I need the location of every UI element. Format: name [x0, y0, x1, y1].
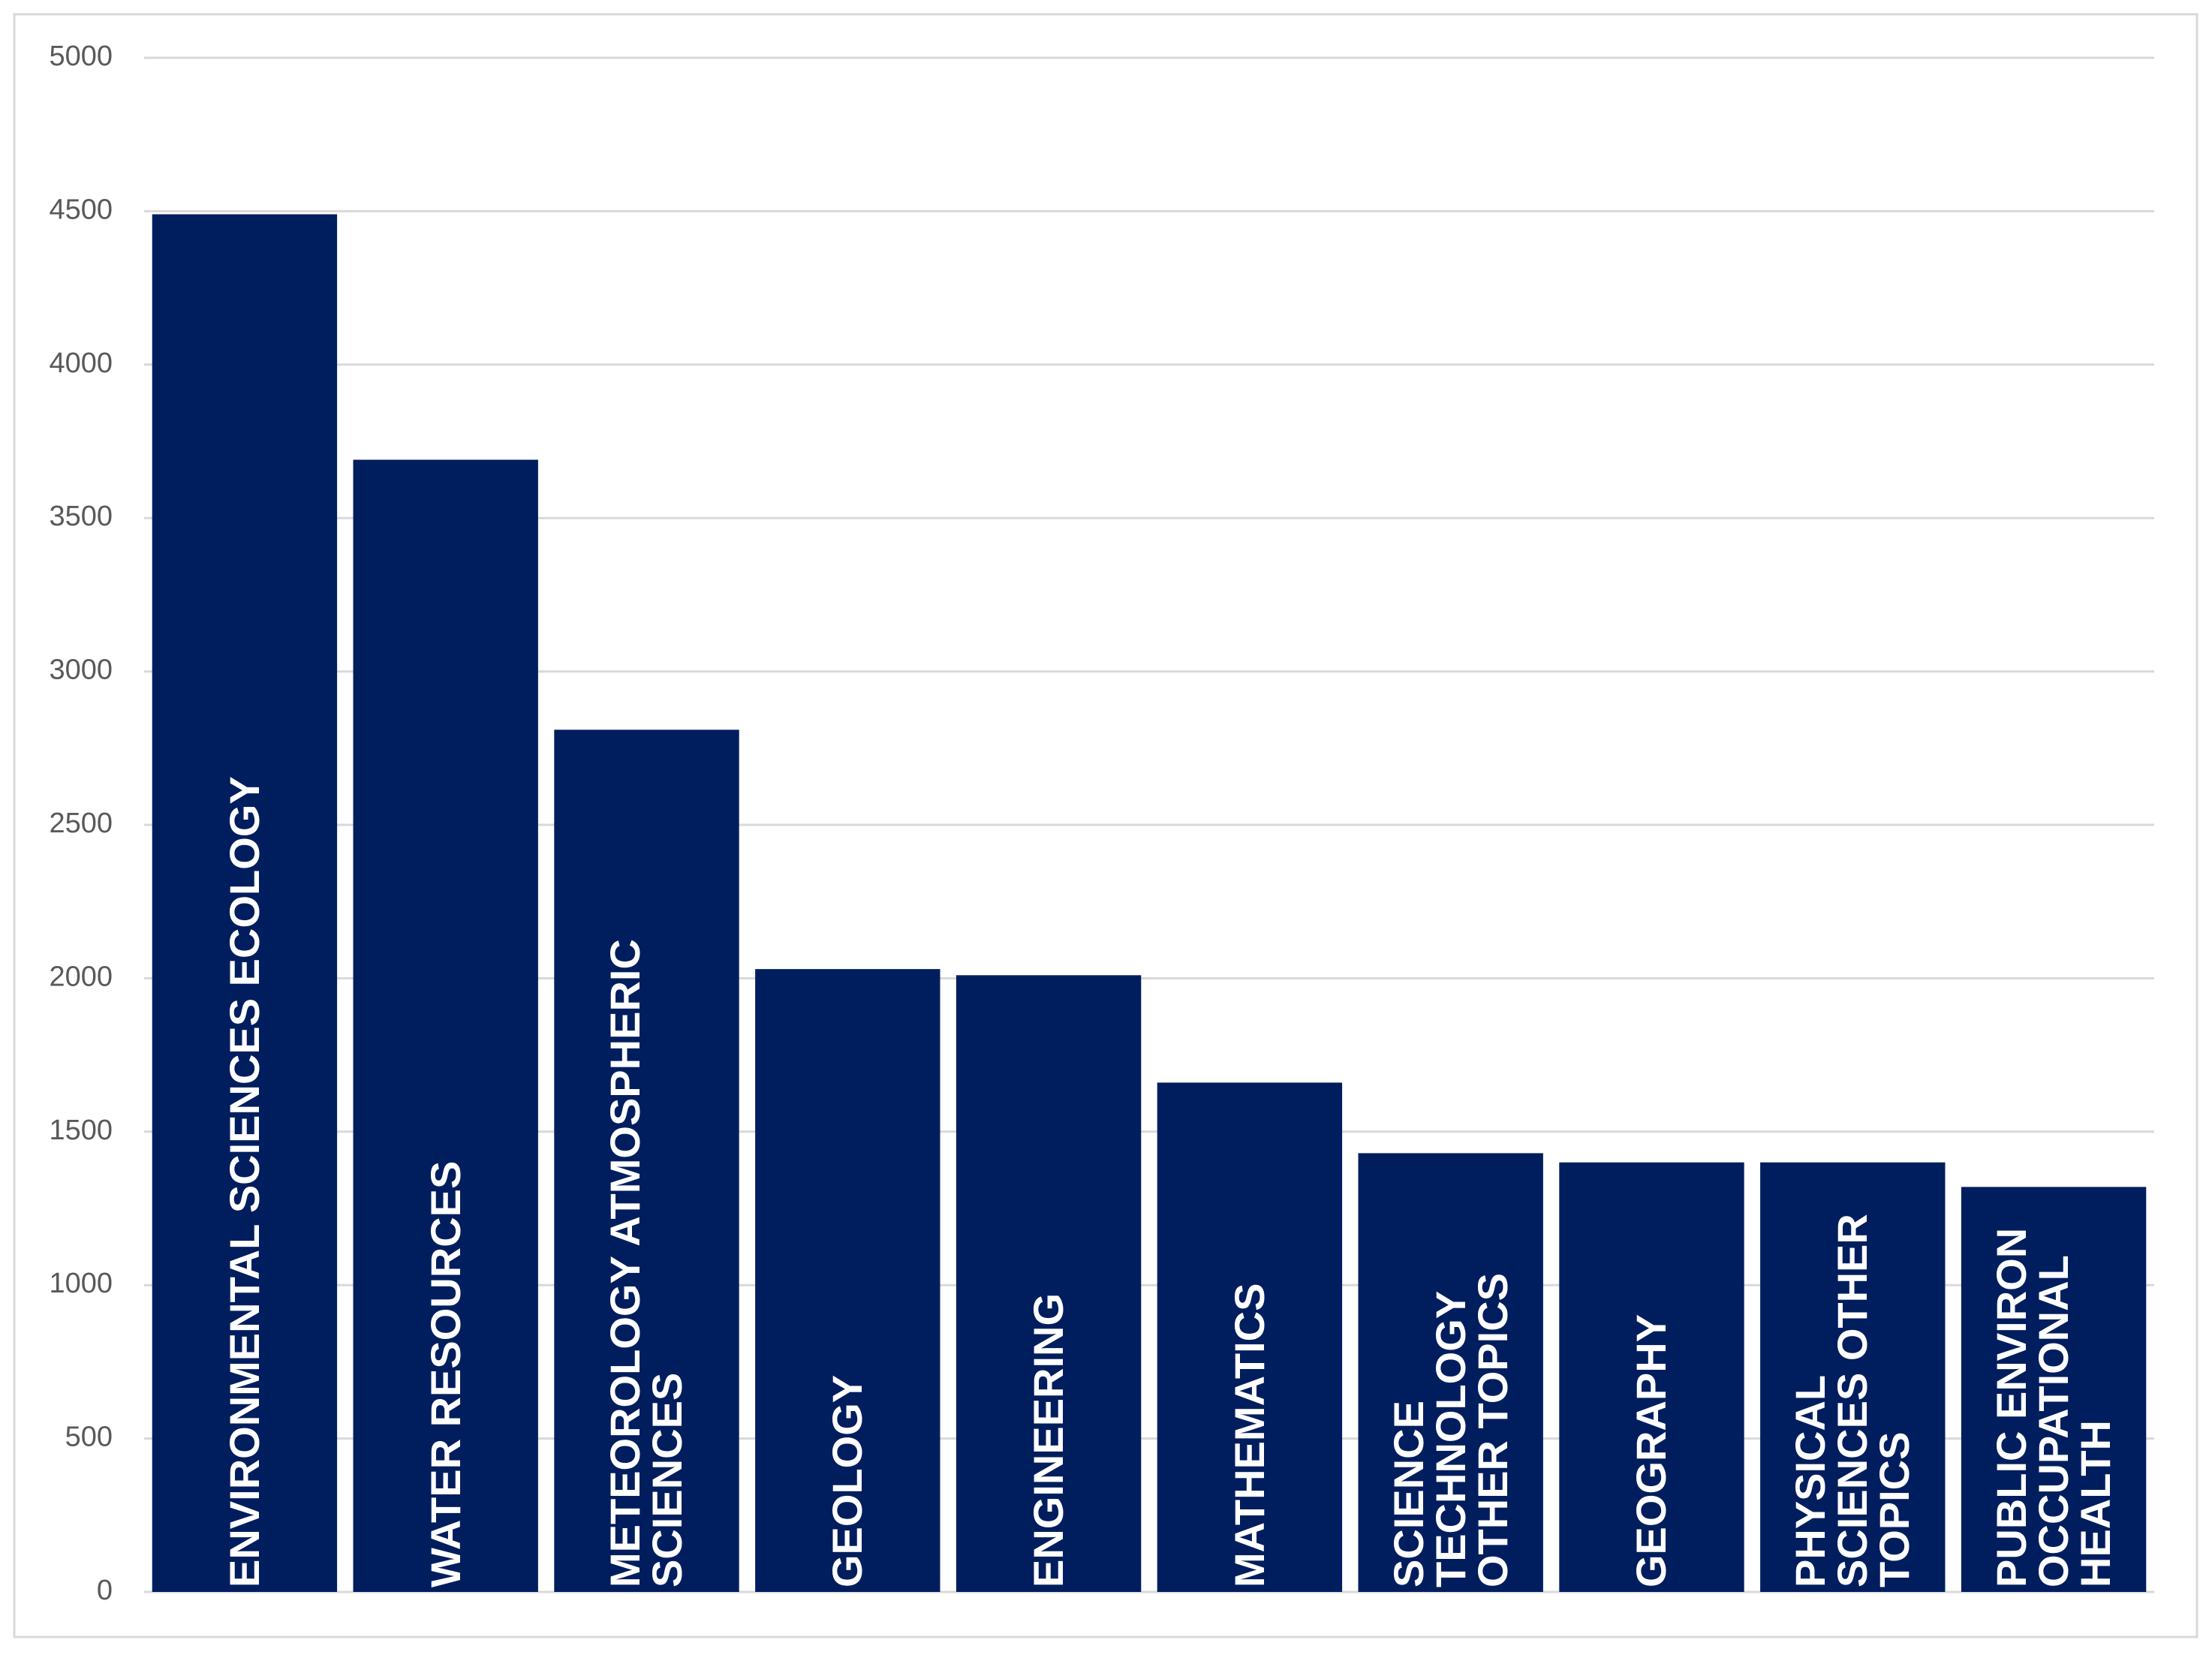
- bar-label: GEOLOGY: [823, 1374, 871, 1587]
- bar: [755, 969, 940, 1592]
- bar-label: PUBLIC ENVIRON OCCUPATIONAL HEALTH: [1988, 1227, 2120, 1587]
- bar: [1559, 1162, 1744, 1592]
- y-tick-label: 2000: [49, 961, 113, 992]
- bar-label: ENVIRONMENTAL SCIENCES ECOLOGY: [220, 776, 268, 1587]
- y-tick-label: 5000: [49, 41, 113, 72]
- y-tick-label: 3000: [49, 654, 113, 686]
- bar-label: PHYSICAL SCIENCES OTHER TOPICS: [1786, 1214, 1919, 1587]
- bar-label: GEOGRAPHY: [1627, 1313, 1675, 1587]
- y-tick-label: 0: [97, 1575, 113, 1606]
- bar: [956, 975, 1142, 1592]
- y-tick-label: 3500: [49, 501, 113, 532]
- y-tick-label: 500: [65, 1422, 113, 1453]
- bar: [554, 730, 739, 1592]
- y-tick-label: 1500: [49, 1115, 113, 1146]
- bar-label: WATER RESOURCES: [421, 1160, 469, 1587]
- bar-label: METEOROLOGY ATMOSPHERIC SCIENCES: [601, 939, 691, 1587]
- bar: [1157, 1082, 1343, 1592]
- bar: [152, 214, 338, 1592]
- bar: [353, 459, 538, 1592]
- y-tick-label: 4500: [49, 194, 113, 225]
- bar: [1760, 1162, 1946, 1592]
- chart-frame: [13, 13, 2198, 1638]
- y-tick-label: 4000: [49, 348, 113, 379]
- y-tick-label: 2500: [49, 808, 113, 839]
- bar-label: SCIENCE TECHNOLOGY OTHER TOPICS: [1384, 1272, 1516, 1587]
- y-tick-label: 1000: [49, 1268, 113, 1299]
- bar: [1961, 1187, 2147, 1592]
- bar: [1358, 1153, 1543, 1592]
- bar-label: MATHEMATICS: [1225, 1283, 1273, 1587]
- bar-label: ENGINEERING: [1025, 1292, 1073, 1587]
